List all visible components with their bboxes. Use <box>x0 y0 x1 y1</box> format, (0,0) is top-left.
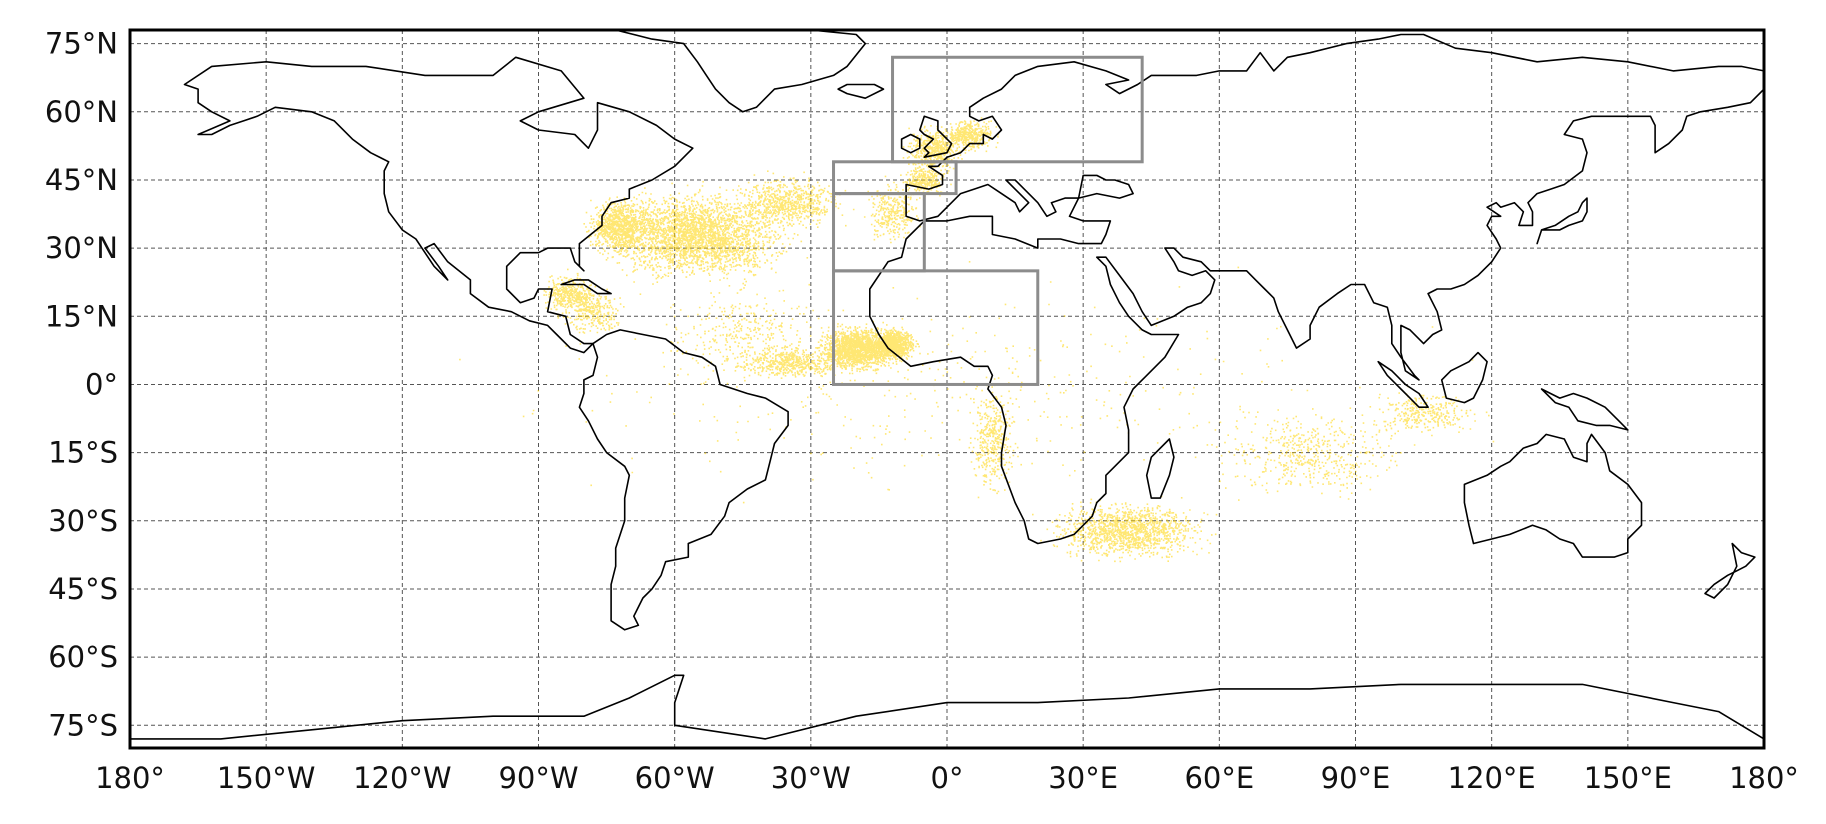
great-britain-coastline <box>919 115 953 158</box>
longitude-labels: 180° 150°W 120°W 90°W 60°W 30°W 0° 30°E 60°E 90°E… <box>95 761 1799 795</box>
south-america-coastline <box>578 329 789 631</box>
australia-coastline <box>1463 433 1643 558</box>
longitude-tick-label: 30°W <box>771 761 851 795</box>
antarctica-coastline <box>130 674 1764 740</box>
longitude-tick-label: 60°W <box>635 761 715 795</box>
latitude-tick-label: 75°N <box>45 27 118 61</box>
cuba-coastline <box>560 279 612 295</box>
map-frame <box>128 28 1766 750</box>
north-america-coastline <box>183 56 694 354</box>
region-box <box>891 55 1144 164</box>
latitude-tick-label: 60°S <box>48 640 118 674</box>
observation-point-cloud <box>459 117 1495 563</box>
madagascar-coastline <box>1145 438 1175 499</box>
longitude-tick-label: 90°E <box>1321 761 1391 795</box>
coastlines <box>130 30 1764 740</box>
iceland-coastline <box>837 83 885 99</box>
longitude-tick-label: 120°E <box>1448 761 1536 795</box>
latitude-tick-label: 75°S <box>48 708 118 742</box>
longitude-tick-label: 180° <box>95 761 165 795</box>
longitude-tick-label: 150°W <box>217 761 316 795</box>
latitude-tick-label: 45°S <box>48 572 118 606</box>
eurasia-africa-coastline <box>869 33 1764 545</box>
graticule <box>130 30 1764 748</box>
borneo-coastline <box>1440 351 1488 404</box>
new-guinea-coastline <box>1540 388 1629 431</box>
new-zealand-coastline <box>1704 542 1756 599</box>
longitude-tick-label: 60°E <box>1184 761 1254 795</box>
longitude-tick-label: 120°W <box>353 761 452 795</box>
ireland-coastline <box>900 133 921 154</box>
longitude-tick-label: 180° <box>1729 761 1799 795</box>
latitude-tick-label: 30°N <box>45 231 118 265</box>
longitude-tick-label: 90°W <box>498 761 578 795</box>
longitude-tick-label: 150°E <box>1584 761 1672 795</box>
latitude-tick-label: 15°N <box>45 299 118 333</box>
longitude-tick-label: 0° <box>931 761 964 795</box>
latitude-labels: 75°N 60°N 45°N 30°N 15°N 0° 15°S 30°S 45°S 60°S 75… <box>45 27 118 743</box>
region-box <box>832 269 1040 386</box>
sumatra-coastline <box>1377 360 1429 408</box>
longitude-tick-label: 30°E <box>1048 761 1118 795</box>
greenland-coastline <box>614 30 867 113</box>
latitude-tick-label: 15°S <box>48 436 118 470</box>
latitude-tick-label: 45°N <box>45 163 118 197</box>
latitude-tick-label: 0° <box>85 367 118 401</box>
region-boxes <box>832 55 1144 386</box>
latitude-tick-label: 60°N <box>45 95 118 129</box>
observation-points <box>459 117 1495 563</box>
japan-coastline <box>1536 197 1588 245</box>
latitude-tick-label: 30°S <box>48 504 118 538</box>
